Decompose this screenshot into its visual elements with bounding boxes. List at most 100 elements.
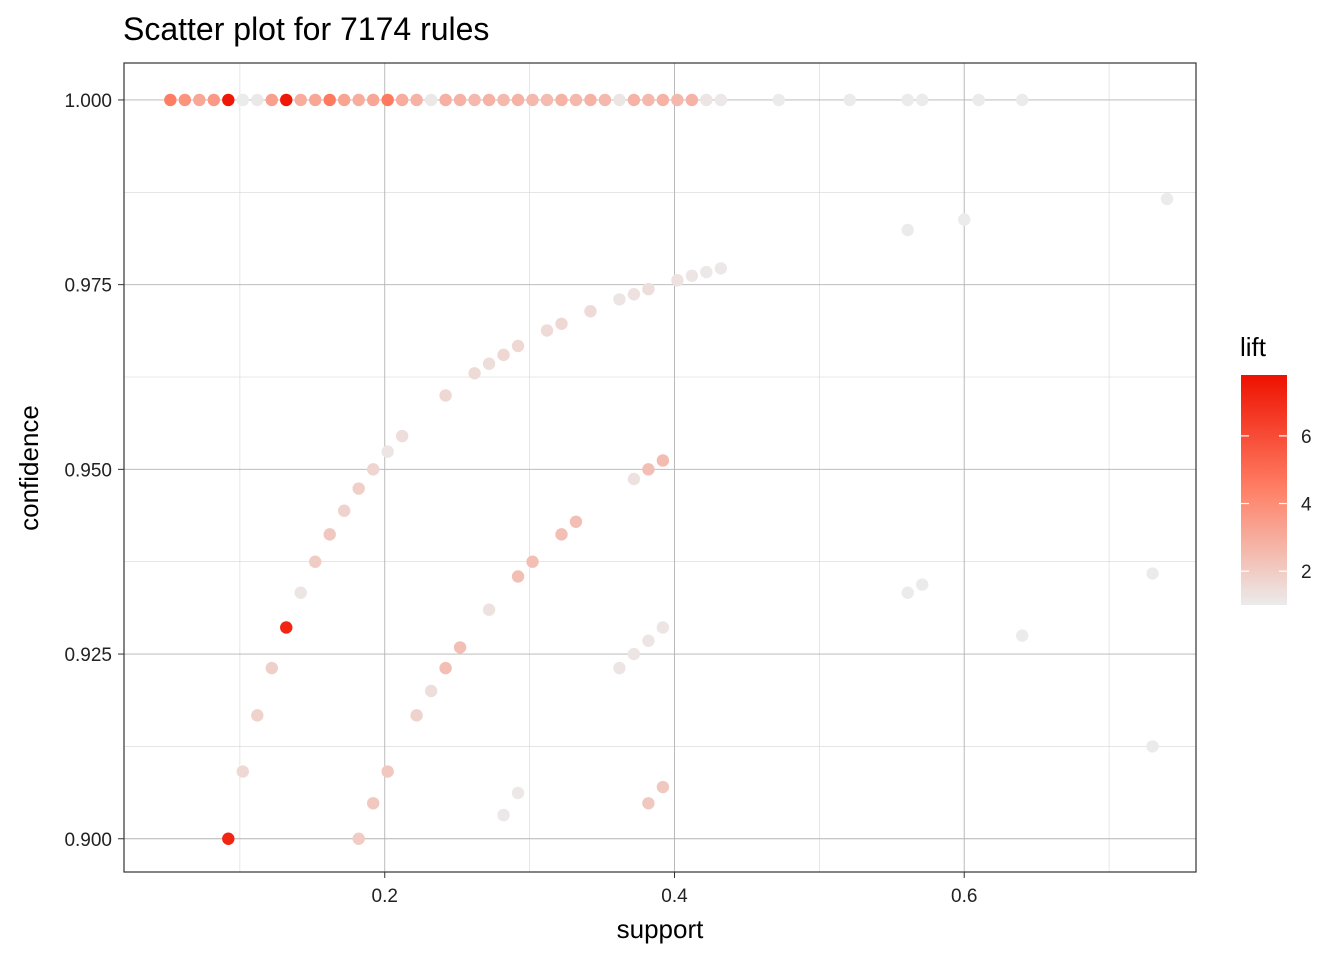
data-point	[916, 93, 929, 107]
data-point	[555, 528, 568, 541]
legend-tick-label: 6	[1301, 427, 1312, 448]
data-point	[1015, 629, 1029, 642]
legend-title: lift	[1240, 332, 1267, 362]
data-point	[1160, 192, 1174, 206]
data-point	[482, 603, 496, 616]
data-point	[352, 832, 365, 845]
data-point	[222, 832, 235, 845]
legend-colorbar	[1241, 375, 1287, 605]
data-point	[901, 223, 914, 237]
data-point	[685, 93, 699, 107]
data-point	[251, 709, 264, 722]
data-point	[627, 288, 641, 301]
data-point	[598, 93, 612, 107]
data-point	[439, 661, 452, 675]
x-tick-label: 0.2	[372, 886, 398, 907]
plot-panel	[124, 63, 1196, 872]
data-point	[613, 661, 626, 675]
data-point	[642, 93, 655, 107]
lift-legend: lift 2 4 6	[1240, 332, 1312, 605]
data-point	[280, 621, 293, 634]
data-point	[280, 93, 293, 107]
legend-tick-label: 4	[1301, 495, 1312, 516]
data-point	[323, 528, 336, 541]
x-axis: 0.2 0.4 0.6	[372, 872, 977, 907]
data-point	[627, 647, 641, 661]
data-point	[323, 93, 336, 107]
data-point	[236, 93, 249, 107]
data-point	[714, 262, 728, 275]
data-point	[366, 463, 380, 476]
data-point	[482, 93, 496, 107]
data-point	[642, 797, 655, 810]
data-point	[395, 429, 409, 443]
data-point	[901, 93, 914, 107]
data-point	[972, 93, 985, 107]
data-point	[555, 93, 568, 107]
data-point	[1015, 93, 1029, 107]
data-point	[468, 93, 481, 107]
data-point	[251, 93, 264, 107]
data-point	[395, 93, 409, 107]
y-axis: 0.900 0.925 0.950 0.975 1.000	[64, 91, 124, 851]
data-point	[482, 357, 496, 370]
data-point	[222, 93, 235, 107]
data-point	[381, 445, 394, 458]
data-point	[497, 93, 510, 107]
data-point	[584, 305, 597, 318]
data-point	[453, 93, 467, 107]
y-axis-title: confidence	[14, 405, 44, 531]
y-tick-label: 0.925	[64, 645, 112, 666]
major-grid	[124, 63, 1196, 872]
data-point	[656, 93, 670, 107]
legend-tick-label: 2	[1301, 562, 1312, 583]
y-tick-label: 0.975	[64, 276, 112, 297]
y-tick-label: 0.900	[64, 830, 112, 851]
data-point	[265, 93, 278, 107]
data-point	[642, 463, 655, 476]
data-point	[468, 367, 481, 380]
data-point	[381, 93, 394, 107]
data-point	[424, 684, 438, 698]
data-point	[584, 93, 597, 107]
data-point	[656, 780, 670, 794]
data-point	[526, 93, 539, 107]
data-point	[366, 797, 380, 810]
data-point	[352, 93, 365, 107]
data-point	[511, 570, 525, 583]
data-point	[410, 709, 423, 722]
y-tick-label: 0.950	[64, 460, 112, 481]
data-point	[453, 641, 467, 654]
data-point	[555, 317, 568, 331]
data-point	[569, 93, 583, 107]
data-point	[700, 93, 713, 107]
data-point	[627, 472, 641, 486]
data-point	[511, 93, 525, 107]
data-point	[511, 339, 525, 353]
data-point	[700, 265, 713, 279]
data-point	[1146, 740, 1159, 753]
data-point	[916, 578, 929, 591]
data-point	[352, 482, 365, 495]
data-point	[309, 93, 322, 107]
data-point	[424, 93, 438, 107]
data-point	[613, 293, 626, 306]
data-point	[901, 586, 914, 599]
data-point	[439, 389, 452, 402]
chart-title: Scatter plot for 7174 rules	[123, 11, 489, 47]
data-point	[656, 621, 670, 634]
data-point	[178, 93, 192, 107]
data-point	[193, 93, 206, 107]
data-point	[671, 274, 684, 287]
data-point	[569, 515, 583, 529]
data-points	[164, 93, 1174, 845]
data-point	[366, 93, 380, 107]
x-tick-label: 0.6	[951, 886, 977, 907]
data-point	[207, 93, 221, 107]
data-point	[772, 93, 785, 107]
data-point	[642, 634, 655, 647]
data-point	[294, 586, 307, 599]
data-point	[958, 213, 971, 226]
data-point	[511, 786, 525, 800]
